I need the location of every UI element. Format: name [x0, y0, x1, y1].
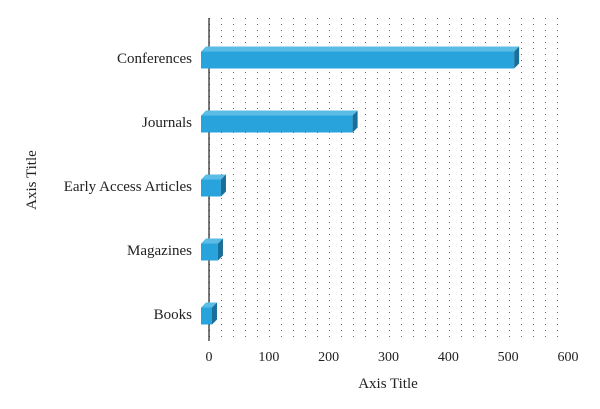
x-tick-label: 200	[318, 350, 339, 365]
bar-journals	[201, 110, 358, 133]
x-tick-label: 100	[258, 350, 279, 365]
bar-top-face	[201, 110, 358, 116]
bar-conferences	[201, 46, 520, 69]
bar-side-face	[211, 302, 217, 325]
x-tick-label: 0	[206, 350, 213, 365]
bar-side-face	[220, 174, 226, 197]
bar-front-face	[201, 115, 353, 133]
bar-front-face	[201, 243, 218, 261]
category-label: Journals	[142, 115, 192, 131]
category-label: Conferences	[117, 51, 192, 67]
bar-books	[201, 302, 217, 325]
bar-top-face	[201, 46, 520, 52]
bar-magazines	[201, 238, 223, 261]
bar-early-access-articles	[201, 174, 226, 197]
bar-top-face	[201, 302, 217, 308]
bar-series	[201, 46, 520, 325]
category-label: Early Access Articles	[64, 179, 192, 195]
y-axis-title: Axis Title	[24, 150, 40, 210]
x-tick-label: 400	[438, 350, 459, 365]
x-tick-labels: 0 100 200 300 400 500 600	[206, 350, 579, 365]
x-axis-title: Axis Title	[358, 376, 418, 392]
category-labels: Conferences Journals Early Access Articles…	[64, 51, 192, 323]
x-tick-label: 300	[378, 350, 399, 365]
category-label: Books	[154, 307, 193, 323]
x-tick-label: 600	[558, 350, 579, 365]
bar-side-face	[352, 110, 358, 133]
bar-side-face	[217, 238, 223, 261]
bar-front-face	[201, 51, 515, 69]
x-tick-label: 500	[498, 350, 519, 365]
bar-front-face	[201, 179, 221, 197]
category-label: Magazines	[127, 243, 192, 259]
bar-front-face	[201, 307, 212, 325]
bar-top-face	[201, 174, 226, 180]
bar-side-face	[514, 46, 520, 69]
bar-top-face	[201, 238, 223, 244]
